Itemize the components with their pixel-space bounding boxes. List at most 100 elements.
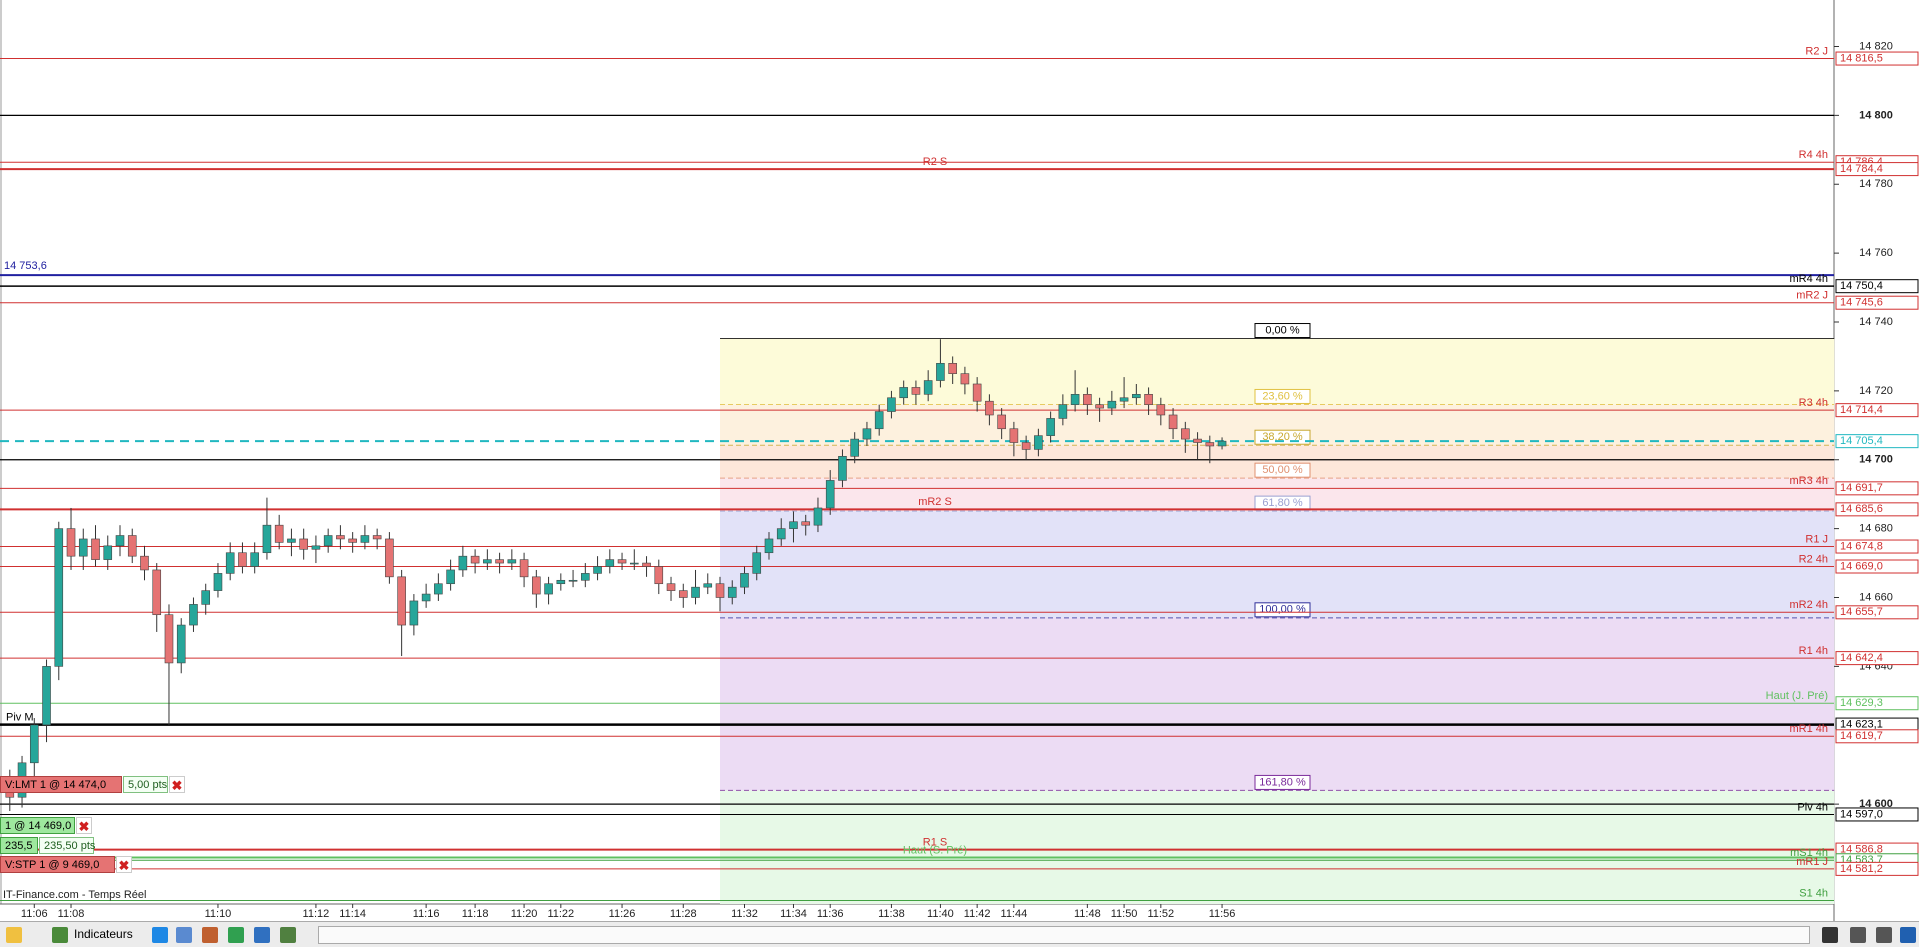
candle-body (985, 400, 994, 416)
candle-body (1156, 404, 1166, 416)
fib-label: 23,60 % (1262, 390, 1303, 402)
level-price: 14 597,0 (1840, 808, 1883, 820)
limit-pts: 5,00 pts (123, 776, 168, 793)
zoom-out[interactable] (1850, 927, 1866, 943)
x-tick-label: 11:18 (462, 908, 489, 920)
level-price: 14 714,4 (1840, 404, 1883, 416)
indicator-icon[interactable] (52, 927, 68, 943)
level-name: mR2 J (1796, 290, 1828, 302)
cancel-limit[interactable]: ✖ (169, 776, 185, 793)
candle-body (238, 552, 247, 567)
tool-5[interactable] (280, 927, 296, 943)
candle-body (850, 438, 860, 457)
candle-body (825, 480, 835, 509)
x-tick-label: 11:42 (964, 908, 991, 920)
candle-body (213, 573, 223, 591)
candle-body (1021, 442, 1031, 450)
y-tick-label: 14 720 (1859, 385, 1893, 397)
candle-body (385, 538, 394, 578)
x-tick-label: 11:48 (1074, 908, 1101, 920)
level-name: Piv M (6, 711, 34, 723)
level-price: 14 642,4 (1840, 652, 1883, 664)
candle-body (470, 555, 480, 564)
candle-body (703, 583, 713, 588)
level-name: Haut (S. Pré) (903, 844, 967, 856)
position[interactable]: 1 @ 14 469,0 (0, 817, 75, 834)
level-price: 14 619,7 (1840, 730, 1883, 742)
x-tick-label: 11:32 (731, 908, 758, 920)
candle-body (152, 569, 162, 616)
zoom-in[interactable] (1876, 927, 1892, 943)
settings[interactable] (1900, 927, 1916, 943)
close-position[interactable]: ✖ (76, 817, 92, 834)
candle-body (140, 555, 149, 571)
fib-label-box (1254, 462, 1311, 478)
x-tick-label: 11:20 (511, 908, 538, 920)
candle-body (1009, 428, 1019, 443)
candle-body (299, 538, 308, 550)
level-name: R4 4h (1799, 149, 1828, 161)
limit-order[interactable]: V:LMT 1 @ 14 474,0 (0, 776, 122, 793)
x-tick-label: 11:52 (1147, 908, 1174, 920)
level-name: mR4 4h (1789, 273, 1828, 285)
level-price-box (1835, 502, 1919, 517)
level-name: R1 S (923, 836, 947, 848)
zoom-fit[interactable] (1822, 927, 1838, 943)
level-price: 14 623,1 (1840, 718, 1883, 730)
chart: 0,00 % 23,60 % 38,20 % 50,00 % 61,80 % 100,00… (0, 0, 1919, 921)
candle-body (250, 552, 259, 567)
candle-body (54, 528, 64, 667)
x-tick-label: 11:14 (339, 908, 366, 920)
candle-body (274, 524, 284, 543)
x-tick-label: 11:38 (878, 908, 905, 920)
candle-body (899, 387, 908, 399)
pnl: 235,5 (0, 837, 38, 854)
candle-body (495, 559, 504, 564)
candle-body (1095, 404, 1104, 409)
candle-body (960, 373, 970, 385)
candle-body (801, 521, 811, 526)
share[interactable] (152, 927, 168, 943)
cancel-stop[interactable]: ✖ (116, 856, 132, 873)
candle-body (887, 397, 896, 412)
level-price: 14 816,5 (1840, 52, 1883, 64)
candle-body (372, 535, 382, 540)
candle-body (103, 545, 113, 560)
candle-body (666, 583, 676, 591)
level-price: 14 586,8 (1840, 843, 1883, 855)
y-tick-label: 14 780 (1859, 178, 1893, 190)
candle-body (519, 559, 529, 578)
level-name: R1 J (1805, 533, 1828, 545)
candle-body (409, 600, 419, 626)
y-tick-label: 14 600 (1859, 798, 1893, 810)
candle-body (127, 535, 137, 557)
scrollbar[interactable] (318, 926, 1810, 944)
draw-tool[interactable] (6, 927, 22, 943)
level-price-box (1835, 605, 1919, 620)
level-price-box (1835, 729, 1919, 744)
candle-body (348, 538, 357, 543)
level-name: R2 J (1805, 45, 1828, 57)
candle-body (115, 535, 125, 547)
tool-3[interactable] (228, 927, 244, 943)
y-tick-label: 14 680 (1859, 523, 1893, 535)
candle-body (874, 411, 884, 430)
tool-1[interactable] (176, 927, 192, 943)
candle-body (923, 380, 933, 395)
x-tick-label: 11:56 (1209, 908, 1236, 920)
x-tick-label: 11:12 (303, 908, 330, 920)
tool-4[interactable] (254, 927, 270, 943)
x-tick-label: 11:40 (927, 908, 954, 920)
stop-order[interactable]: V:STP 1 @ 9 469,0 (0, 856, 115, 873)
candle-body (605, 559, 615, 567)
fib-label: 100,00 % (1259, 604, 1306, 616)
candle-body (458, 555, 468, 571)
candle-body (642, 562, 651, 567)
indicators-button[interactable]: Indicateurs (74, 927, 133, 941)
level-name: S1 4h (1799, 887, 1828, 899)
candle-body (911, 387, 921, 395)
tool-2[interactable] (202, 927, 218, 943)
candle-body (421, 593, 431, 602)
candle-body (1119, 397, 1129, 402)
y-tick-label: 14 740 (1859, 316, 1893, 328)
